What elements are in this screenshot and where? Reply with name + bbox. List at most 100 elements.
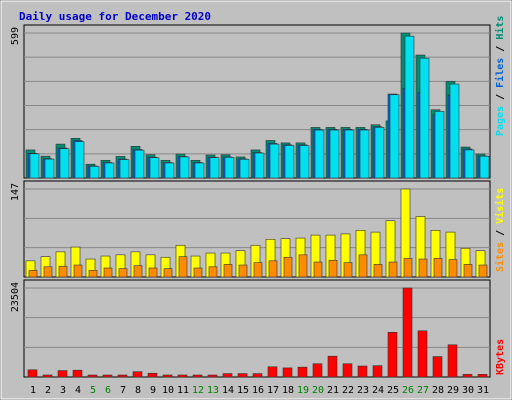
x-axis-labels: 1 2 3 4 5 6 7 8 9 10 11 12 13 14 15 16 17 18 19 20 21 22 23 24 2…: [30, 385, 489, 396]
bar-sites-day-12: [193, 267, 203, 278]
bar-kbytes-day-25: [387, 332, 398, 378]
bar-kbytes-day-4: [72, 369, 83, 378]
bar-pages-day-15: [239, 159, 250, 179]
bar-sites-day-1: [28, 270, 38, 278]
bar-sites-day-29: [448, 259, 458, 278]
x-tick-label: 21: [327, 385, 339, 396]
x-tick-label: 3: [60, 385, 66, 396]
x-tick-label: 4: [75, 385, 81, 396]
x-tick-label: 18: [282, 385, 294, 396]
bar-kbytes-day-20: [312, 363, 323, 378]
x-tick-label: 20: [312, 385, 324, 396]
series-kbytes: [27, 287, 488, 378]
legend-item-files: Files: [494, 58, 506, 88]
bar-sites-day-20: [313, 261, 323, 278]
bar-kbytes-day-22: [342, 363, 353, 378]
legend-item-sites: Sites: [494, 242, 506, 272]
legend: Sites / Visits: [494, 188, 506, 272]
bar-sites-day-28: [433, 258, 443, 278]
x-tick-label: 22: [342, 385, 354, 396]
legend: KBytes: [495, 339, 506, 375]
x-tick-label: 12: [192, 385, 204, 396]
bar-kbytes-day-6: [102, 374, 113, 378]
bar-kbytes-day-14: [222, 373, 233, 378]
x-tick-label: 23: [357, 385, 369, 396]
bar-kbytes-day-11: [177, 374, 188, 378]
bar-pages-day-30: [464, 149, 475, 179]
bar-kbytes-day-2: [42, 374, 53, 378]
bar-pages-day-13: [209, 157, 220, 179]
bar-sites-day-7: [118, 268, 128, 278]
bar-sites-day-19: [298, 254, 308, 278]
bar-pages-day-14: [224, 157, 235, 179]
x-tick-label: 11: [177, 385, 189, 396]
bar-sites-day-10: [163, 268, 173, 278]
bar-pages-day-31: [479, 155, 490, 179]
legend-item-kbytes: KBytes: [495, 339, 506, 375]
panel-hits-files-pages: 599 Pages / Files / Hits: [10, 16, 506, 179]
bar-sites-day-15: [238, 264, 248, 278]
x-tick-label: 13: [207, 385, 219, 396]
legend: Pages / Files / Hits: [494, 16, 506, 136]
bar-sites-day-26: [403, 258, 413, 278]
bar-kbytes-day-8: [132, 371, 143, 378]
bar-pages-day-19: [299, 145, 310, 179]
bar-pages-day-20: [314, 129, 325, 179]
bar-kbytes-day-24: [372, 365, 383, 378]
bar-pages-day-8: [134, 149, 145, 179]
x-tick-label: 9: [150, 385, 156, 396]
bar-kbytes-day-18: [282, 367, 293, 378]
x-tick-label: 17: [267, 385, 279, 396]
bar-sites-day-23: [358, 254, 368, 278]
bar-pages-day-24: [374, 127, 385, 179]
bar-kbytes-day-27: [417, 330, 428, 378]
bar-kbytes-day-29: [447, 344, 458, 378]
x-tick-label: 31: [477, 385, 489, 396]
bar-pages-day-26: [404, 35, 415, 179]
y-max-label: 23504: [10, 282, 21, 312]
x-tick-label: 1: [30, 385, 36, 396]
bar-sites-day-17: [268, 260, 278, 278]
bar-sites-day-8: [133, 265, 143, 278]
chart-title: Daily usage for December 2020: [19, 10, 211, 23]
bar-pages-day-4: [74, 141, 85, 179]
bar-pages-day-29: [449, 83, 460, 179]
bar-sites-day-11: [178, 256, 188, 278]
bar-sites-day-3: [58, 265, 68, 278]
bar-kbytes-day-1: [27, 369, 38, 378]
bar-sites-day-13: [208, 266, 218, 278]
bar-kbytes-day-19: [297, 366, 308, 378]
x-tick-label: 30: [462, 385, 474, 396]
x-tick-label: 2: [45, 385, 51, 396]
x-tick-label: 29: [447, 385, 459, 396]
legend-separator: /: [495, 40, 506, 58]
bar-kbytes-day-23: [357, 365, 368, 378]
bar-pages-day-17: [269, 143, 280, 179]
x-tick-label: 25: [387, 385, 399, 396]
bar-kbytes-day-30: [462, 374, 473, 378]
bar-pages-day-3: [59, 148, 70, 179]
bar-pages-day-16: [254, 152, 265, 179]
bar-kbytes-day-16: [252, 373, 263, 378]
bar-pages-day-27: [419, 57, 430, 179]
panel-frame: [23, 279, 491, 378]
bar-pages-day-11: [179, 156, 190, 179]
bar-kbytes-day-28: [432, 356, 443, 378]
bar-kbytes-day-26: [402, 287, 413, 378]
legend-item-hits: Hits: [494, 16, 506, 40]
series-sites: [28, 254, 488, 278]
bar-pages-day-6: [104, 162, 115, 179]
x-tick-label: 28: [432, 385, 444, 396]
bar-sites-day-25: [388, 261, 398, 278]
legend-item-pages: Pages: [495, 106, 506, 136]
legend-separator: /: [495, 224, 506, 242]
bar-pages-day-18: [284, 145, 295, 179]
x-tick-label: 16: [252, 385, 264, 396]
y-max-label: 147: [10, 183, 21, 201]
bar-sites-day-22: [343, 262, 353, 278]
bar-sites-day-9: [148, 267, 158, 278]
